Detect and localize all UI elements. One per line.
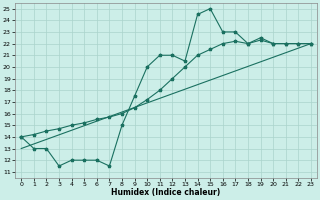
X-axis label: Humidex (Indice chaleur): Humidex (Indice chaleur) xyxy=(111,188,221,197)
